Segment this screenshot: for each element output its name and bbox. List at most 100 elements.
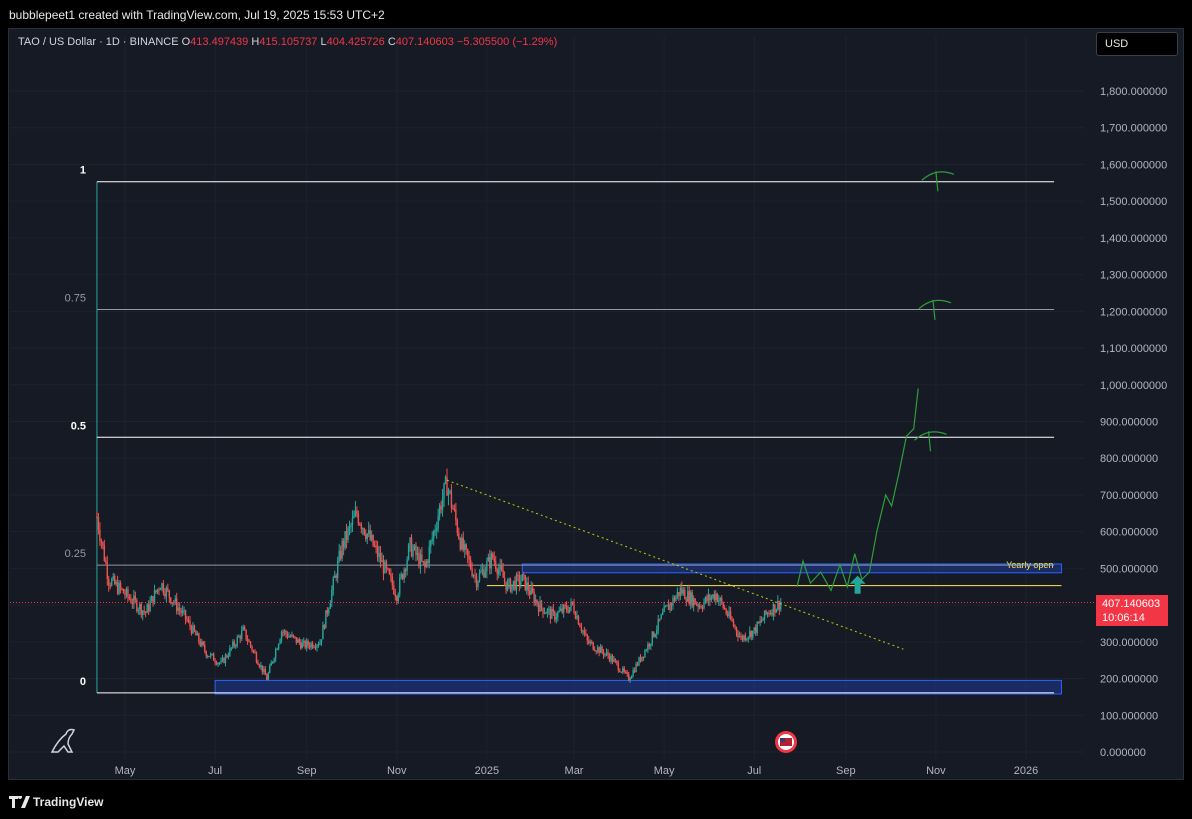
candle-body <box>692 598 695 607</box>
candle-body <box>233 641 236 646</box>
candle-body <box>543 612 546 614</box>
candle-body <box>381 560 383 563</box>
close-key: C <box>387 36 396 48</box>
candle-body <box>112 576 114 580</box>
candle-body <box>552 609 555 612</box>
candle-body <box>701 607 704 609</box>
symbol-legend: TAO / US Dollar · 1D · BINANCE O413.4974… <box>18 36 557 48</box>
candle-body <box>218 662 221 664</box>
candle-body <box>601 646 603 652</box>
candle-body <box>187 620 190 622</box>
candle-body <box>404 569 407 571</box>
candle-body <box>142 610 144 615</box>
candle-body <box>207 656 209 658</box>
x-tick-label: Jul <box>208 765 222 777</box>
candle-body <box>715 593 717 600</box>
candle-body <box>316 644 318 648</box>
candle-body <box>478 572 481 582</box>
candle-body <box>645 650 648 652</box>
candle-body <box>447 490 450 496</box>
candle-body <box>196 633 199 636</box>
y-tick-label: 200.000000 <box>1100 674 1158 686</box>
candle-body <box>243 626 246 630</box>
candle-body <box>438 505 441 517</box>
candle-body <box>220 660 222 663</box>
candle-body <box>557 611 559 618</box>
candle-body <box>368 530 370 534</box>
y-tick-label: 800.000000 <box>1100 453 1158 465</box>
candle-body <box>295 637 298 643</box>
candle-body <box>202 641 204 645</box>
candle-body <box>97 517 100 531</box>
candle-body <box>159 588 162 591</box>
candle-body <box>236 637 238 646</box>
tradingview-logo-icon <box>9 796 30 808</box>
candle-body <box>753 627 755 631</box>
candle-body <box>288 636 290 638</box>
dino-icon <box>50 728 76 753</box>
candle-body <box>728 611 730 616</box>
candle-body <box>118 583 120 594</box>
candle-body <box>121 588 123 590</box>
candle-body <box>249 641 252 647</box>
candle-body <box>310 642 312 648</box>
candle-body <box>362 528 364 530</box>
candle-body <box>465 544 467 549</box>
candle-body <box>111 579 113 586</box>
candle-body <box>684 589 686 600</box>
candle-body <box>394 593 396 597</box>
candle-body <box>608 655 611 661</box>
candle-body <box>712 594 714 598</box>
candle-body <box>687 591 689 602</box>
zone-layer: Yearly open <box>214 560 1062 695</box>
candle-body <box>251 646 253 651</box>
x-tick-label: Mar <box>565 765 584 777</box>
candle-body <box>427 561 429 563</box>
candle-body <box>158 589 160 591</box>
candle-body <box>385 561 388 569</box>
candle-body <box>397 594 399 602</box>
candle-body <box>209 654 212 657</box>
candle-body <box>181 610 184 614</box>
candle-body <box>738 636 741 638</box>
candle-body <box>292 634 295 637</box>
candle-body <box>373 545 376 547</box>
candle-body <box>503 577 506 582</box>
candle-body <box>763 610 766 620</box>
candle-body <box>261 665 264 673</box>
trendline <box>446 479 904 650</box>
candle-body <box>242 626 244 631</box>
candle-body <box>533 592 535 603</box>
candle-body <box>531 587 534 593</box>
candle-body <box>688 591 690 604</box>
candle-body <box>487 556 490 562</box>
candle-body <box>605 652 608 654</box>
candle-body <box>757 621 760 624</box>
candle-body <box>113 576 116 585</box>
candle-body <box>274 649 277 659</box>
candle-body <box>576 615 578 619</box>
candle-body <box>245 629 247 640</box>
y-tick-label: 900.000000 <box>1100 417 1158 429</box>
candle-body <box>526 582 528 591</box>
target-mark <box>918 299 952 320</box>
candle-body <box>100 540 103 543</box>
candle-body <box>229 647 231 656</box>
candle-body <box>453 509 456 511</box>
currency-button[interactable]: USD <box>1096 32 1178 56</box>
candle-body <box>741 636 744 640</box>
candle-body <box>351 518 354 526</box>
candle-body <box>190 626 193 634</box>
candle-body <box>697 604 699 608</box>
candle-body <box>774 604 776 613</box>
candle-body <box>156 589 159 592</box>
candle-body <box>226 655 228 658</box>
candle-body <box>586 634 589 641</box>
chart-frame[interactable] <box>8 28 1184 780</box>
candle-body <box>778 601 781 610</box>
candle-body <box>514 580 516 590</box>
candle-body <box>137 609 139 611</box>
y-tick-label: 300.000000 <box>1100 637 1158 649</box>
candle-body <box>676 592 679 597</box>
